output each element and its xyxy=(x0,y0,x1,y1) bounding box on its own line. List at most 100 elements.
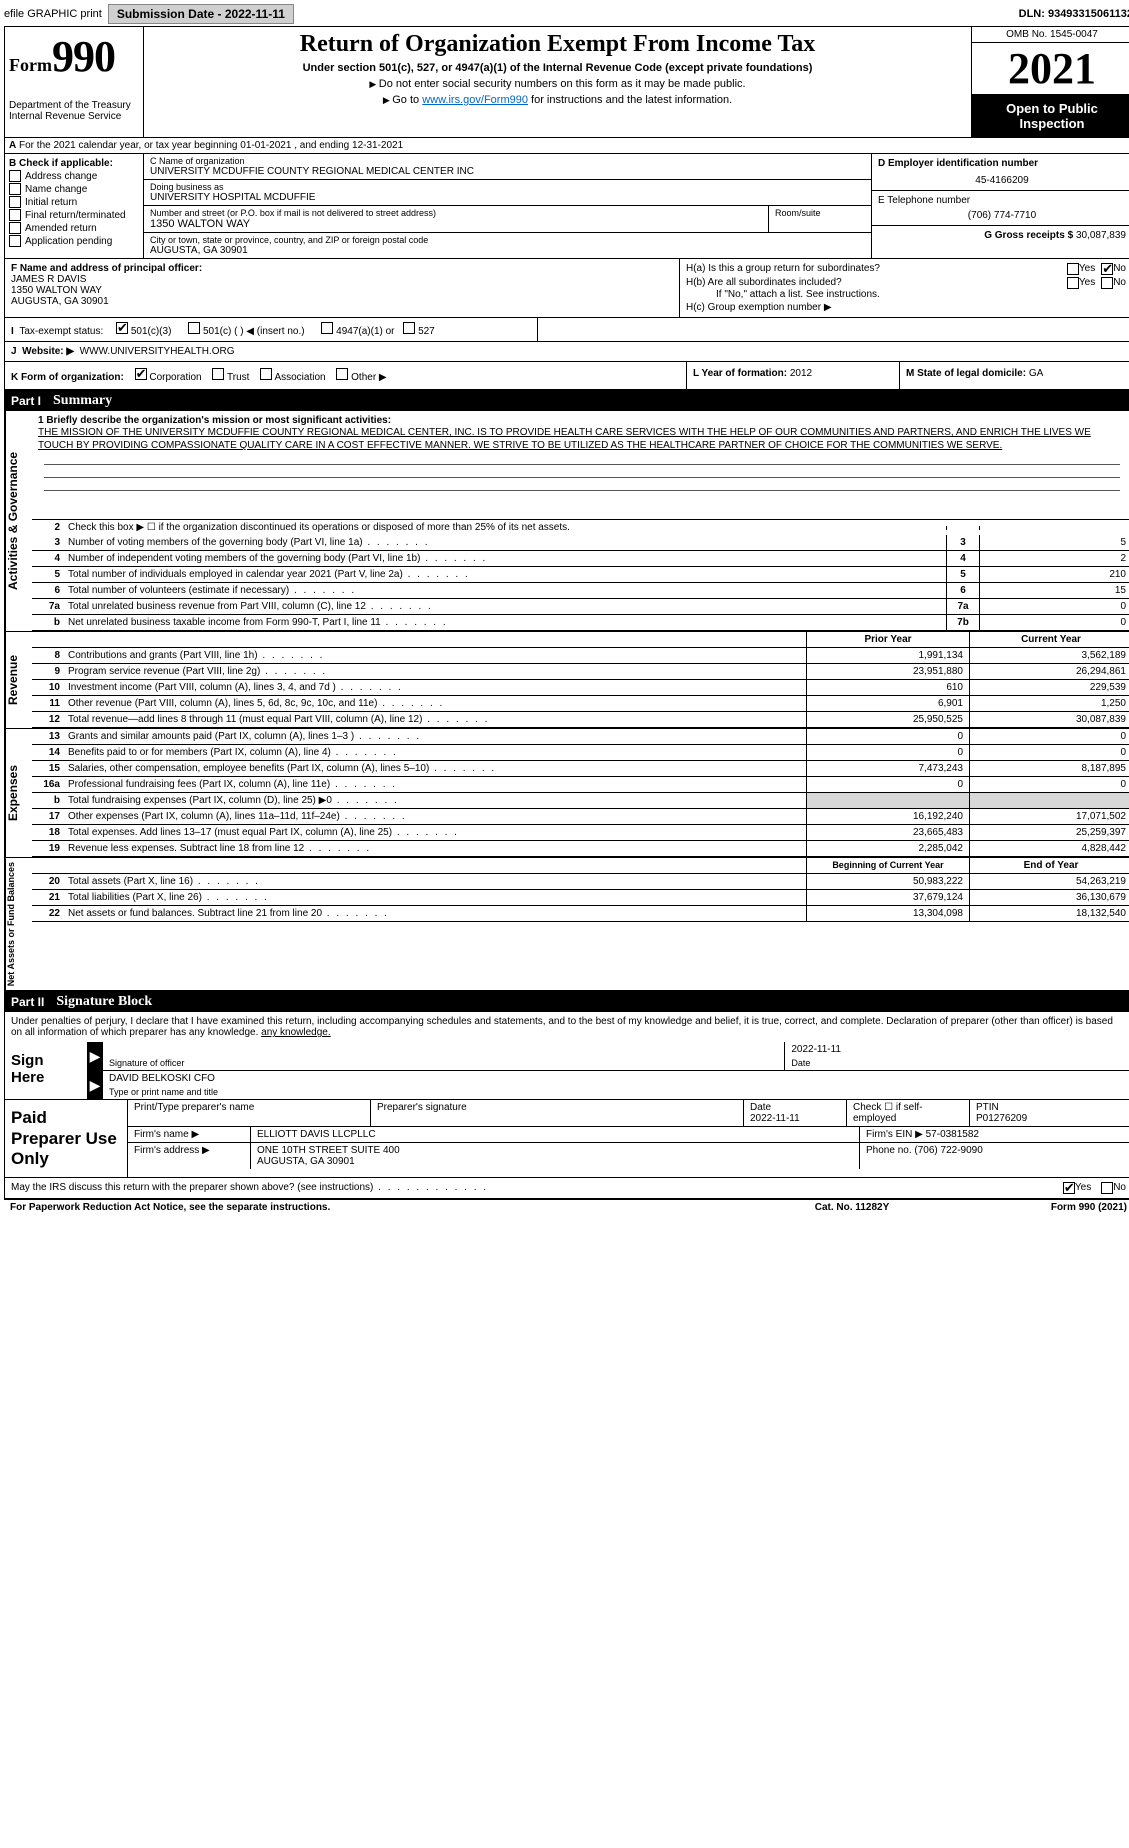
part-1-num: Part I xyxy=(11,394,41,408)
self-emp-label: Check ☐ if self-employed xyxy=(853,1102,963,1124)
firm-name-label: Firm's name ▶ xyxy=(128,1127,251,1142)
line-row: 14Benefits paid to or for members (Part … xyxy=(32,745,1129,761)
open-inspection-badge: Open to Public Inspection xyxy=(972,95,1129,137)
gross-receipts-value: 30,087,839 xyxy=(1076,230,1126,241)
chk-hb-yes[interactable] xyxy=(1067,277,1079,289)
org-name-label: C Name of organization xyxy=(150,156,865,166)
line-row: 19Revenue less expenses. Subtract line 1… xyxy=(32,841,1129,857)
ptin-label: PTIN xyxy=(976,1102,1126,1113)
section-b-header: B Check if applicable: xyxy=(9,158,139,169)
org-name: UNIVERSITY MCDUFFIE COUNTY REGIONAL MEDI… xyxy=(150,166,865,177)
chk-hb-no[interactable] xyxy=(1101,277,1113,289)
website-value: WWW.UNIVERSITYHEALTH.ORG xyxy=(80,346,235,357)
line-row: 5Total number of individuals employed in… xyxy=(32,567,1129,583)
website-note: Go to www.irs.gov/Form990 for instructio… xyxy=(152,94,963,106)
footer-right: Form 990 (2021) xyxy=(927,1202,1127,1213)
line-row: 13Grants and similar amounts paid (Part … xyxy=(32,729,1129,745)
chk-app-pending[interactable] xyxy=(9,235,21,247)
line-row: bTotal fundraising expenses (Part IX, co… xyxy=(32,793,1129,809)
line-row: 12Total revenue—add lines 8 through 11 (… xyxy=(32,712,1129,728)
chk-discuss-no[interactable] xyxy=(1101,1182,1113,1194)
sig-arrow-icon-2: ▶ xyxy=(88,1071,102,1099)
chk-4947[interactable] xyxy=(321,322,333,334)
top-toolbar: efile GRAPHIC print Submission Date - 20… xyxy=(4,4,1129,24)
chk-initial-return[interactable] xyxy=(9,196,21,208)
line-row: 3Number of voting members of the governi… xyxy=(32,535,1129,551)
vtab-activities: Activities & Governance xyxy=(5,411,32,631)
form-title-block: Return of Organization Exempt From Incom… xyxy=(144,27,971,137)
chk-ha-yes[interactable] xyxy=(1067,263,1079,275)
gross-receipts-label: G Gross receipts $ xyxy=(984,230,1073,241)
omb-number: OMB No. 1545-0047 xyxy=(972,27,1129,43)
line-row: 17Other expenses (Part IX, column (A), l… xyxy=(32,809,1129,825)
line-row: 6Total number of volunteers (estimate if… xyxy=(32,583,1129,599)
section-l: L Year of formation: 2012 xyxy=(687,362,900,389)
section-h: H(a) Is this a group return for subordin… xyxy=(679,259,1129,317)
ein-value: 45-4166209 xyxy=(878,175,1126,186)
chk-527[interactable] xyxy=(403,322,415,334)
form-title: Return of Organization Exempt From Incom… xyxy=(152,31,963,58)
line-row: 11Other revenue (Part VIII, column (A), … xyxy=(32,696,1129,712)
chk-501c3[interactable] xyxy=(116,322,128,334)
section-k: K Form of organization: Corporation Trus… xyxy=(5,362,687,389)
chk-amended[interactable] xyxy=(9,222,21,234)
vtab-expenses: Expenses xyxy=(5,729,32,857)
form-subtitle: Under section 501(c), 527, or 4947(a)(1)… xyxy=(152,62,963,74)
tax-year: 2021 xyxy=(972,43,1129,95)
h-b-note: If "No," attach a list. See instructions… xyxy=(716,289,1126,300)
officer-addr1: 1350 WALTON WAY xyxy=(11,285,673,296)
chk-other[interactable] xyxy=(336,368,348,380)
mission-text: THE MISSION OF THE UNIVERSITY MCDUFFIE C… xyxy=(38,426,1126,452)
line-row: 22Net assets or fund balances. Subtract … xyxy=(32,906,1129,922)
prep-date: 2022-11-11 xyxy=(750,1113,840,1124)
street-label: Number and street (or P.O. box if mail i… xyxy=(150,208,762,218)
sig-arrow-icon: ▶ xyxy=(88,1042,102,1070)
dept-label: Department of the Treasury Internal Reve… xyxy=(9,100,139,122)
sig-date-label: Date xyxy=(791,1058,1126,1068)
dba-label: Doing business as xyxy=(150,182,865,192)
vtab-revenue: Revenue xyxy=(5,632,32,728)
room-label: Room/suite xyxy=(775,208,865,218)
chk-trust[interactable] xyxy=(212,368,224,380)
spacer-ij xyxy=(538,318,1129,341)
chk-address-change[interactable] xyxy=(9,170,21,182)
sig-date: 2022-11-11 xyxy=(791,1044,1126,1058)
prep-date-label: Date xyxy=(750,1102,840,1113)
chk-501c[interactable] xyxy=(188,322,200,334)
mission-label: 1 Briefly describe the organization's mi… xyxy=(38,415,1126,426)
officer-name: JAMES R DAVIS xyxy=(11,274,673,285)
footer-left: For Paperwork Reduction Act Notice, see … xyxy=(10,1202,777,1213)
footer-cat: Cat. No. 11282Y xyxy=(777,1202,927,1213)
paid-preparer-label: Paid Preparer Use Only xyxy=(5,1100,128,1177)
section-f: F Name and address of principal officer:… xyxy=(5,259,679,317)
chk-corp[interactable] xyxy=(135,368,147,380)
ein-label: D Employer identification number xyxy=(878,158,1126,169)
line-row: 9Program service revenue (Part VIII, lin… xyxy=(32,664,1129,680)
officer-label: F Name and address of principal officer: xyxy=(11,263,673,274)
section-m: M State of legal domicile: GA xyxy=(900,362,1129,389)
firm-addr-label: Firm's address ▶ xyxy=(128,1143,251,1169)
chk-name-change[interactable] xyxy=(9,183,21,195)
submission-date-button[interactable]: Submission Date - 2022-11-11 xyxy=(108,4,294,24)
form-id-block: Form990 Department of the Treasury Inter… xyxy=(5,27,144,137)
irs-link[interactable]: www.irs.gov/Form990 xyxy=(422,94,528,106)
sig-intro: Under penalties of perjury, I declare th… xyxy=(5,1012,1129,1042)
col-prior-year: Prior Year xyxy=(806,632,969,647)
chk-final-return[interactable] xyxy=(9,209,21,221)
footer: For Paperwork Reduction Act Notice, see … xyxy=(4,1200,1129,1215)
line-row: 10Investment income (Part VIII, column (… xyxy=(32,680,1129,696)
h-b-label: H(b) Are all subordinates included? xyxy=(686,277,1067,289)
col-beginning-year: Beginning of Current Year xyxy=(806,858,969,873)
line-row: 18Total expenses. Add lines 13–17 (must … xyxy=(32,825,1129,841)
discuss-row: May the IRS discuss this return with the… xyxy=(5,1178,1129,1199)
chk-assoc[interactable] xyxy=(260,368,272,380)
chk-ha-no[interactable] xyxy=(1101,263,1113,275)
line-row: 4Number of independent voting members of… xyxy=(32,551,1129,567)
part-2-num: Part II xyxy=(11,995,44,1009)
efile-label: efile GRAPHIC print xyxy=(4,8,102,20)
chk-discuss-yes[interactable] xyxy=(1063,1182,1075,1194)
firm-ein-label: Firm's EIN ▶ xyxy=(866,1129,923,1140)
h-c-label: H(c) Group exemption number ▶ xyxy=(686,302,1126,313)
line-row: 2Check this box ▶ ☐ if the organization … xyxy=(32,520,1129,535)
mission-row: 1 Briefly describe the organization's mi… xyxy=(32,411,1129,520)
